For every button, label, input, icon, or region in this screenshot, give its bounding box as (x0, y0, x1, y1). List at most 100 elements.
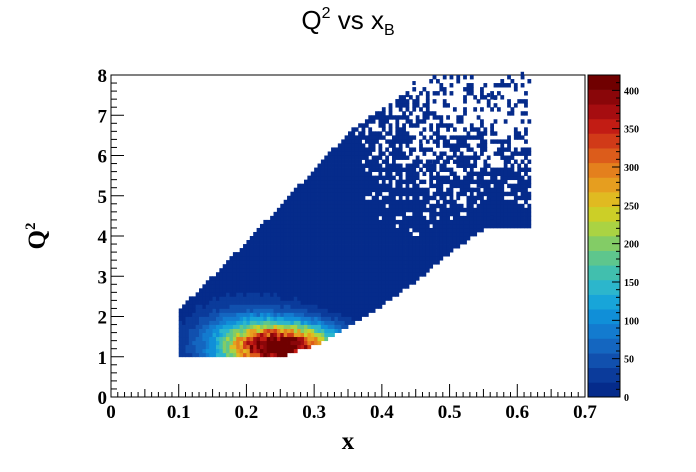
heatmap-cell (266, 256, 271, 261)
heatmap-cell (388, 219, 393, 225)
heatmap-cell (253, 248, 257, 253)
heatmap-cell (324, 244, 329, 249)
heatmap-cell (446, 143, 450, 148)
heatmap-cell (452, 159, 457, 164)
heatmap-cell (388, 280, 393, 285)
heatmap-cell (351, 171, 356, 177)
heatmap-cell (439, 248, 444, 253)
heatmap-cell (212, 324, 217, 329)
heatmap-cell (361, 308, 366, 313)
x-tick-label: 0.7 (573, 402, 597, 423)
heatmap-cell (354, 248, 359, 253)
heatmap-cell (276, 340, 281, 346)
heatmap-cell (351, 191, 356, 197)
heatmap-cell (398, 195, 403, 201)
heatmap-cell (331, 252, 335, 257)
heatmap-cell (222, 332, 227, 338)
heatmap-cell (520, 187, 525, 193)
heatmap-cell (303, 280, 308, 285)
heatmap-cell (182, 308, 186, 313)
heatmap-cell (493, 131, 498, 136)
heatmap-cell (300, 304, 305, 309)
heatmap-cell (476, 127, 481, 132)
heatmap-cell (283, 244, 288, 249)
heatmap-cell (236, 280, 241, 285)
heatmap-cell (263, 348, 268, 354)
heatmap-cell (331, 175, 335, 181)
heatmap-cell (429, 219, 434, 225)
heatmap-cell (459, 203, 464, 209)
heatmap-cell (354, 308, 359, 313)
heatmap-cell (358, 276, 362, 281)
heatmap-cell (442, 223, 447, 229)
heatmap-cell (398, 103, 403, 108)
heatmap-cell (388, 107, 393, 112)
heatmap-cell (324, 159, 329, 164)
heatmap-cell (219, 312, 224, 317)
colorbar-tick-label: 50 (624, 355, 634, 366)
heatmap-cell (324, 308, 329, 313)
heatmap-cell (351, 227, 356, 233)
heatmap-cell (317, 199, 322, 205)
heatmap-cell (182, 316, 186, 321)
heatmap-cell (490, 207, 494, 213)
heatmap-cell (341, 223, 346, 229)
heatmap-cell (331, 332, 335, 338)
heatmap-cell (337, 207, 342, 213)
heatmap-cell (293, 203, 298, 209)
heatmap-cell (493, 167, 498, 172)
heatmap-cell (209, 280, 213, 285)
heatmap-cell (192, 332, 197, 338)
heatmap-cell (476, 219, 481, 225)
heatmap-cell (364, 203, 369, 209)
heatmap-cell (375, 215, 379, 221)
heatmap-cell (290, 191, 295, 197)
heatmap-cell (402, 123, 406, 128)
heatmap-cell (375, 115, 379, 120)
heatmap-cell (381, 260, 386, 265)
heatmap-cell (246, 260, 251, 265)
heatmap-cell (473, 211, 478, 217)
heatmap-cell (419, 211, 423, 217)
heatmap-cell (432, 195, 437, 201)
heatmap-cell (405, 163, 410, 168)
heatmap-cell (205, 340, 210, 346)
heatmap-cell (466, 183, 471, 189)
heatmap-cell (320, 296, 325, 301)
heatmap-cell (517, 183, 522, 189)
heatmap-cell (290, 340, 295, 346)
heatmap-cell (222, 328, 227, 333)
heatmap-cell (364, 159, 369, 164)
heatmap-cell (402, 131, 406, 136)
heatmap-cell (259, 223, 264, 229)
heatmap-cell (232, 320, 237, 325)
heatmap-cell (266, 340, 271, 346)
heatmap-cell (364, 292, 369, 297)
heatmap-cell (280, 248, 285, 253)
heatmap-cell (202, 284, 207, 289)
heatmap-cell (276, 272, 281, 277)
heatmap-cell (375, 135, 379, 140)
heatmap-cell (205, 352, 210, 358)
heatmap-cell (303, 264, 308, 269)
heatmap-cell (348, 183, 352, 189)
heatmap-cell (314, 276, 318, 281)
heatmap-cell (395, 115, 400, 120)
heatmap-cell (476, 179, 481, 185)
heatmap-cell (381, 115, 386, 120)
heatmap-cell (297, 276, 301, 281)
heatmap-cell (358, 260, 362, 265)
heatmap-cell (371, 131, 376, 136)
heatmap-cell (520, 215, 525, 221)
heatmap-cell (378, 272, 383, 277)
heatmap-cell (392, 219, 396, 225)
heatmap-cell (392, 147, 396, 152)
heatmap-cell (392, 115, 396, 120)
heatmap-cell (402, 191, 406, 197)
heatmap-cell (436, 231, 440, 237)
heatmap-cell (520, 135, 525, 140)
heatmap-cell (188, 296, 193, 301)
heatmap-cell (405, 199, 410, 205)
heatmap-cell (354, 139, 359, 144)
heatmap-cell (331, 240, 335, 245)
